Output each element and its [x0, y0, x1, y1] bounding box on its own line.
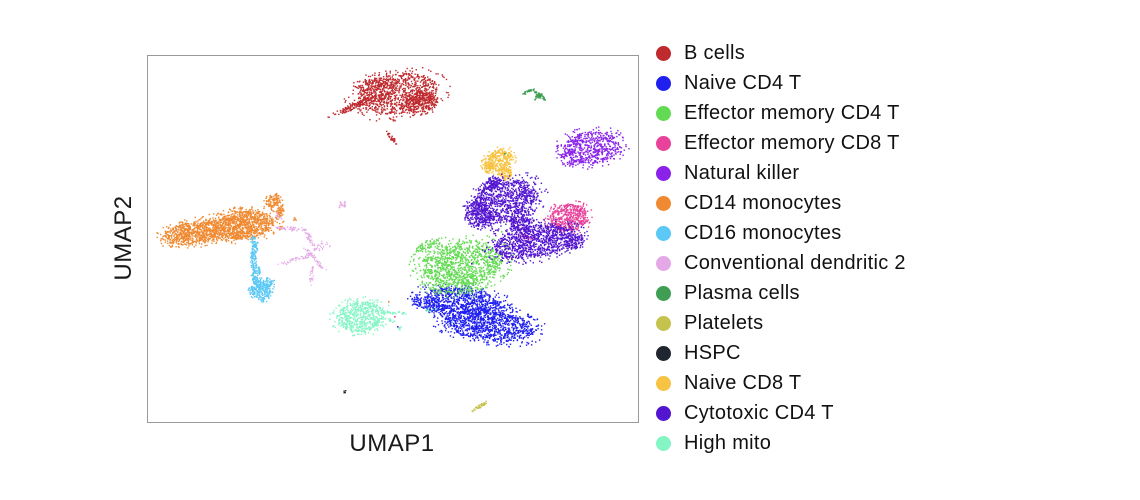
legend-item-11: Naive CD8 T	[656, 368, 906, 398]
legend-swatch-icon	[656, 435, 671, 451]
legend-label: Plasma cells	[684, 281, 800, 304]
legend-item-12: Cytotoxic CD4 T	[656, 398, 906, 428]
plot-area	[147, 55, 639, 423]
legend-label: Effector memory CD4 T	[684, 101, 900, 124]
legend-label: CD16 monocytes	[684, 221, 842, 244]
legend-item-2: Effector memory CD4 T	[656, 98, 906, 128]
legend-label: B cells	[684, 41, 746, 64]
legend-item-0: B cells	[656, 38, 906, 68]
legend-item-3: Effector memory CD8 T	[656, 128, 906, 158]
legend-swatch-icon	[656, 195, 671, 211]
legend-swatch-icon	[656, 405, 671, 421]
legend-label: High mito	[684, 431, 772, 454]
legend-label: Conventional dendritic 2	[684, 251, 906, 274]
legend-label: Natural killer	[684, 161, 800, 184]
legend-item-9: Platelets	[656, 308, 906, 338]
umap-canvas	[148, 56, 638, 422]
legend-item-5: CD14 monocytes	[656, 188, 906, 218]
legend-swatch-icon	[656, 75, 671, 91]
legend-item-1: Naive CD4 T	[656, 68, 906, 98]
legend-swatch-icon	[656, 315, 671, 331]
legend-item-7: Conventional dendritic 2	[656, 248, 906, 278]
legend-swatch-icon	[656, 255, 671, 271]
legend-swatch-icon	[656, 165, 671, 181]
legend-item-6: CD16 monocytes	[656, 218, 906, 248]
legend-swatch-icon	[656, 345, 671, 361]
legend-item-13: High mito	[656, 428, 906, 458]
legend-label: Naive CD8 T	[684, 371, 802, 394]
legend-swatch-icon	[656, 105, 671, 121]
legend-label: Effector memory CD8 T	[684, 131, 900, 154]
legend: B cells Naive CD4 T Effector memory CD4 T E…	[656, 38, 906, 458]
legend-swatch-icon	[656, 225, 671, 241]
legend-item-4: Natural killer	[656, 158, 906, 188]
legend-swatch-icon	[656, 135, 671, 151]
legend-label: Cytotoxic CD4 T	[684, 401, 834, 424]
legend-item-8: Plasma cells	[656, 278, 906, 308]
legend-label: HSPC	[684, 341, 741, 364]
legend-swatch-icon	[656, 285, 671, 301]
legend-label: Naive CD4 T	[684, 71, 802, 94]
legend-item-10: HSPC	[656, 338, 906, 368]
legend-label: CD14 monocytes	[684, 191, 842, 214]
legend-swatch-icon	[656, 45, 671, 61]
x-axis-label: UMAP1	[349, 430, 435, 457]
y-axis-label: UMAP2	[110, 195, 137, 281]
legend-swatch-icon	[656, 375, 671, 391]
legend-label: Platelets	[684, 311, 764, 334]
